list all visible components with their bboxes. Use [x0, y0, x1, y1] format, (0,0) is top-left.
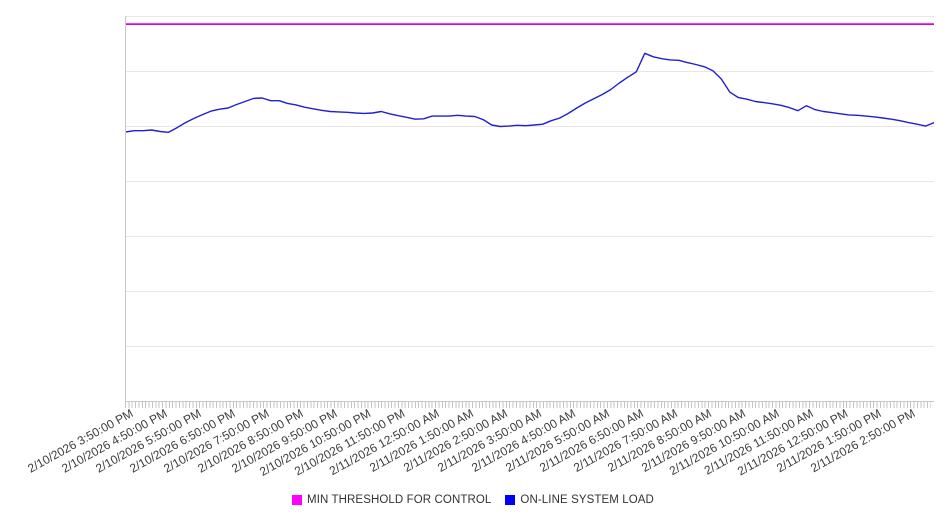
x-tick-label: 2/11/2026 3:50:00 AM: [434, 406, 544, 475]
x-tick-label: 2/11/2026 7:50:00 AM: [570, 406, 680, 475]
x-tick-label: 2/10/2026 9:50:00 PM: [229, 406, 340, 476]
x-tick-label: 2/11/2026 10:50:00 AM: [667, 406, 782, 479]
x-tick-label: 2/11/2026 4:50:00 AM: [468, 406, 578, 475]
x-tick-label: 2/11/2026 12:50:00 PM: [734, 406, 850, 479]
x-tick-label: 2/11/2026 5:50:00 AM: [502, 406, 612, 475]
x-tick-label: 2/10/2026 4:50:00 PM: [59, 406, 170, 476]
legend-label-min-threshold: MIN THRESHOLD FOR CONTROL: [307, 494, 492, 506]
x-tick-label: 2/10/2026 10:50:00 PM: [257, 406, 374, 479]
legend-swatch-magenta-icon: [292, 495, 303, 505]
plot-area: [125, 16, 934, 402]
x-axis-minor-ticks: [125, 402, 931, 408]
x-tick-label: 2/11/2026 2:50:00 AM: [400, 406, 510, 475]
x-tick-label: 2/11/2026 9:50:00 AM: [638, 406, 748, 475]
x-tick-label: 2/10/2026 8:50:00 PM: [195, 406, 306, 476]
x-tick-label: 2/11/2026 6:50:00 AM: [536, 406, 646, 475]
x-tick-label: 2/10/2026 11:50:00 PM: [292, 406, 408, 479]
x-tick-label: 2/10/2026 3:50:00 PM: [25, 406, 136, 476]
legend-label-online-system-load: ON-LINE SYSTEM LOAD: [520, 494, 654, 506]
plot-area-svg: [126, 16, 934, 347]
x-tick-label: 2/11/2026 2:50:00 PM: [808, 406, 918, 476]
legend-item-min-threshold[interactable]: MIN THRESHOLD FOR CONTROL: [292, 494, 491, 506]
x-tick-label: 2/11/2026 8:50:00 AM: [604, 406, 714, 475]
chart-legend: MIN THRESHOLD FOR CONTROL ON-LINE SYSTEM…: [0, 494, 946, 506]
x-tick-label: 2/10/2026 7:50:00 PM: [161, 406, 272, 476]
x-tick-label: 2/11/2026 1:50:00 PM: [774, 406, 884, 476]
x-tick-label: 2/10/2026 6:50:00 PM: [127, 406, 238, 476]
x-tick-label: 2/10/2026 5:50:00 PM: [93, 406, 204, 476]
legend-swatch-blue-icon: [505, 495, 516, 505]
legend-item-online-system-load[interactable]: ON-LINE SYSTEM LOAD: [505, 494, 654, 506]
x-tick-label: 2/11/2026 1:50:00 AM: [366, 406, 476, 475]
x-tick-label: 2/11/2026 11:50:00 AM: [701, 406, 816, 478]
x-tick-label: 2/11/2026 12:50:00 AM: [326, 406, 442, 479]
